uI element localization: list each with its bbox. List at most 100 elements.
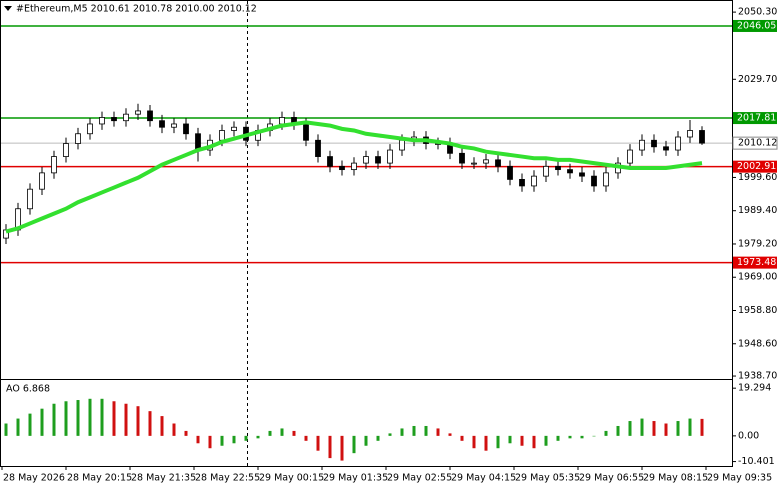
ao-bar <box>244 435 248 441</box>
x-tick-label: 29 May 04:15 <box>451 473 516 484</box>
candle-body <box>567 169 573 174</box>
ao-bar <box>520 435 524 446</box>
ao-bar <box>112 401 116 436</box>
candle-body <box>699 130 705 144</box>
y-tick-label: 1969.00 <box>738 272 777 283</box>
candle-body <box>687 130 693 138</box>
ao-bar <box>40 408 44 436</box>
x-tick-label: 28 May 2026 <box>3 473 65 484</box>
ao-bar <box>100 398 104 436</box>
candle-body <box>51 156 57 174</box>
y-tick-label: 2029.70 <box>738 74 777 85</box>
ao-bar <box>688 418 692 436</box>
ao-bar <box>256 435 260 439</box>
ao-bar <box>136 406 140 436</box>
ao-bar <box>544 435 548 446</box>
level-tag <box>733 160 777 173</box>
menu-icon[interactable] <box>4 6 12 11</box>
candle-body <box>111 117 117 122</box>
candle-body <box>171 123 177 128</box>
ao-bar <box>424 425 428 436</box>
ao-bar <box>412 425 416 436</box>
ao-bar <box>76 400 80 436</box>
ao-bar <box>640 418 644 436</box>
candle-body <box>351 162 357 171</box>
candle-body <box>663 146 669 151</box>
candle-body <box>543 165 549 177</box>
level-tag-label: 1973.48 <box>737 257 776 268</box>
candle-body <box>387 149 393 164</box>
y-tick-label: 1958.80 <box>738 305 777 316</box>
candle-body <box>27 188 33 210</box>
ao-bar <box>208 435 212 449</box>
moving-average <box>5 120 703 234</box>
ao-bar <box>400 428 404 436</box>
candle-body <box>519 179 525 187</box>
ao-bar <box>460 435 464 441</box>
ao-bar <box>16 418 20 436</box>
y-tick-label: 1938.70 <box>738 371 777 382</box>
ao-bar <box>508 435 512 444</box>
candle-body <box>399 139 405 151</box>
ao-bar <box>304 435 308 441</box>
candle-body <box>507 165 513 180</box>
x-tick-label: 28 May 22:55 <box>195 473 260 484</box>
ao-bar <box>280 428 284 436</box>
candle-body <box>459 152 465 164</box>
ao-bar <box>328 435 332 459</box>
candle-body <box>363 156 369 164</box>
candle-body <box>555 165 561 171</box>
candle-body <box>471 162 477 165</box>
y-tick-label: 1979.20 <box>738 238 777 249</box>
ao-bar <box>124 403 128 436</box>
candle-body <box>651 139 657 148</box>
ao-bar <box>472 435 476 449</box>
ao-bar <box>676 421 680 436</box>
x-tick-label: 28 May 20:15 <box>67 473 132 484</box>
candle-body <box>531 175 537 187</box>
candle-body <box>219 130 225 141</box>
candle-body <box>339 165 345 171</box>
ao-bar <box>88 398 92 436</box>
candle-body <box>627 149 633 164</box>
ao-bar <box>484 435 488 451</box>
candle-body <box>315 139 321 157</box>
candle-body <box>75 133 81 144</box>
x-tick-label: 29 May 02:55 <box>387 473 452 484</box>
level-tag-label: 2046.05 <box>737 20 776 31</box>
ao-bar <box>292 430 296 436</box>
level-tag <box>733 256 777 269</box>
x-tick-label: 29 May 08:15 <box>643 473 708 484</box>
level-tag-label: 2002.91 <box>737 161 776 172</box>
ao-bar <box>568 435 572 439</box>
ao-bar <box>184 430 188 436</box>
candle-body <box>327 156 333 167</box>
x-tick-label: 29 May 00:15 <box>259 473 324 484</box>
indicator-title: AO 6.868 <box>6 384 50 395</box>
last-price-tag <box>732 136 778 150</box>
ao-bar <box>556 435 560 441</box>
ao-bar <box>616 425 620 436</box>
ao-bar <box>340 435 344 461</box>
ao-bar <box>364 435 368 446</box>
x-tick-label: 29 May 06:55 <box>579 473 644 484</box>
x-tick-label: 29 May 01:35 <box>323 473 388 484</box>
ao-bar <box>196 435 200 444</box>
candle-body <box>147 110 153 122</box>
candle-body <box>87 123 93 135</box>
ao-bar <box>64 401 68 436</box>
plot-frame <box>0 0 733 467</box>
candle-body <box>99 117 105 125</box>
y-tick-label: 2050.30 <box>738 7 777 18</box>
ao-bar <box>316 435 320 451</box>
candle-body <box>159 120 165 128</box>
ao-bar <box>232 435 236 444</box>
ao-bar <box>52 403 56 436</box>
ao-bar <box>28 413 32 436</box>
ao-bar <box>148 411 152 436</box>
ao-bar <box>604 430 608 436</box>
candle-body <box>39 172 45 190</box>
ao-bar <box>268 430 272 436</box>
